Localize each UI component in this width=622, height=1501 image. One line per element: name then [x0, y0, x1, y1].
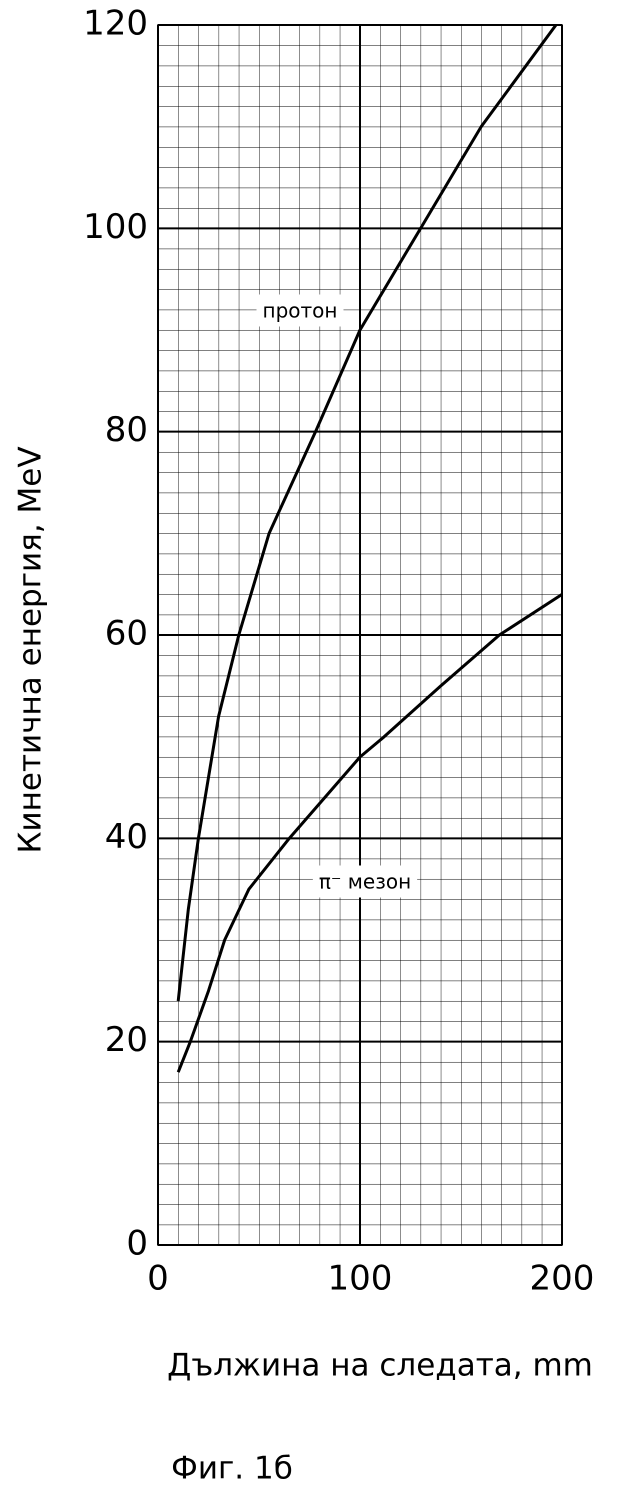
y-tick-label: 120 [83, 4, 148, 44]
labels: протон π⁻ мезон [256, 294, 418, 898]
series-label: протон [263, 299, 338, 323]
label-background [312, 865, 418, 898]
x-tick-label: 100 [328, 1259, 393, 1299]
curve [176, 593, 563, 1073]
label-background [256, 294, 344, 327]
curves [176, 24, 563, 1073]
y-tick-label: 40 [105, 817, 148, 857]
y-tick-label: 100 [83, 207, 148, 247]
x-axis-title: Дължина на следата, mm [167, 1348, 593, 1384]
y-tick-label: 60 [105, 614, 148, 654]
y-tick-label: 80 [105, 410, 148, 450]
plot-frame [157, 24, 563, 1246]
series-label: π⁻ мезон [319, 870, 411, 894]
x-tick-label: 0 [147, 1259, 169, 1299]
y-axis-title: Кинетична енергия, MeV [13, 446, 49, 853]
curve [176, 24, 558, 1002]
figure-caption: Фиг. 1б [171, 1451, 293, 1487]
y-tick-label: 0 [126, 1224, 148, 1264]
x-tick-label: 200 [530, 1259, 595, 1299]
y-tick-label: 20 [105, 1020, 148, 1060]
